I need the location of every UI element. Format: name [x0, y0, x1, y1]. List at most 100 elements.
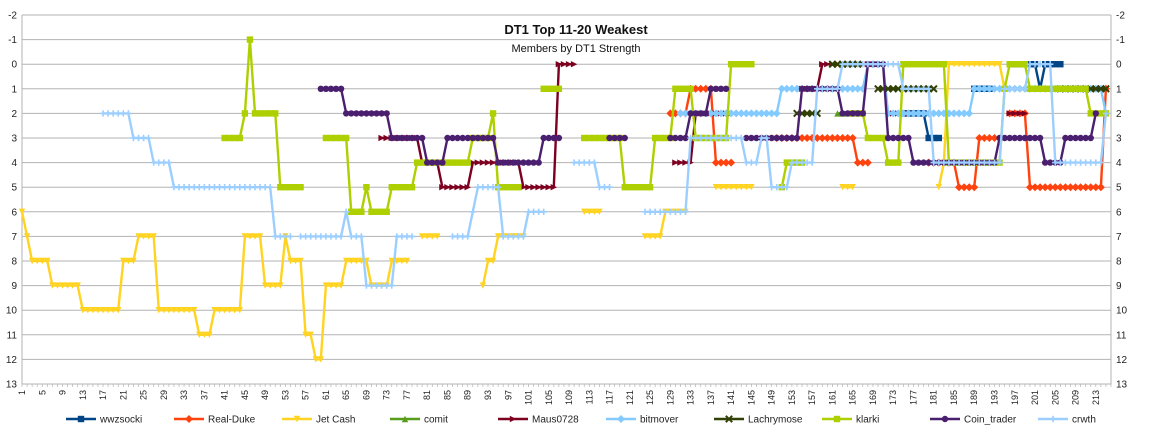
- data-point: [727, 158, 736, 167]
- data-point: [975, 134, 984, 142]
- data-point: [601, 134, 608, 142]
- data-point: [955, 61, 963, 68]
- legend-item: Maus0728: [498, 415, 579, 426]
- x-tick-label: 37: [199, 390, 209, 400]
- data-point: [429, 159, 436, 166]
- data-point: [1021, 61, 1029, 68]
- data-point: [510, 159, 517, 166]
- data-point: [302, 331, 309, 338]
- legend-label: Real-Duke: [208, 415, 256, 426]
- data-point: [201, 331, 208, 338]
- y-tick-label-left: 6: [11, 207, 17, 218]
- data-point: [297, 184, 304, 191]
- data-point: [327, 134, 335, 142]
- series-coin-trader: [317, 60, 1100, 166]
- data-point: [363, 184, 370, 191]
- data-point: [33, 257, 41, 265]
- data-point: [792, 84, 801, 93]
- data-point: [955, 183, 964, 192]
- data-point: [383, 208, 390, 215]
- data-point: [393, 184, 401, 191]
- data-point: [996, 61, 1003, 68]
- data-point: [540, 85, 547, 92]
- data-point: [848, 134, 857, 142]
- data-point: [540, 184, 547, 191]
- data-point: [712, 85, 720, 93]
- data-point: [991, 61, 998, 68]
- data-point: [818, 134, 827, 142]
- y-tick-label-left: 10: [6, 306, 18, 317]
- data-point: [272, 110, 279, 117]
- data-point: [677, 159, 684, 166]
- x-tick-label: 49: [260, 390, 270, 400]
- data-point: [535, 184, 542, 191]
- data-point: [23, 233, 31, 240]
- data-point: [540, 134, 547, 142]
- data-point: [115, 307, 122, 314]
- series-crwth: [99, 61, 1110, 289]
- data-point: [555, 85, 563, 92]
- data-point: [955, 109, 964, 118]
- chart-title: DT1 Top 11-20 Weakest: [504, 22, 648, 37]
- data-point: [777, 84, 786, 93]
- data-point: [1031, 134, 1039, 142]
- legend-label: comit: [424, 415, 448, 426]
- data-point: [697, 110, 704, 117]
- data-point: [272, 282, 279, 289]
- data-point: [332, 282, 340, 289]
- data-point: [662, 134, 669, 142]
- data-point: [469, 208, 476, 215]
- y-tick-label-right: -2: [1116, 11, 1125, 22]
- data-point: [1001, 134, 1008, 142]
- data-point: [732, 109, 741, 118]
- data-point: [788, 134, 796, 142]
- data-point: [449, 184, 456, 191]
- data-point: [510, 184, 517, 191]
- y-tick-label-left: -2: [8, 11, 17, 22]
- data-point: [1036, 85, 1044, 92]
- data-point: [672, 159, 679, 166]
- data-point: [843, 84, 852, 93]
- data-point: [1066, 183, 1075, 192]
- x-tick-label: 109: [564, 390, 574, 405]
- data-point: [246, 36, 254, 43]
- data-point: [682, 208, 689, 215]
- data-point: [474, 134, 482, 142]
- y-tick-label-left: 13: [6, 380, 18, 391]
- data-point: [287, 257, 294, 265]
- x-tick-label: 53: [280, 390, 290, 400]
- data-point: [408, 233, 416, 240]
- data-point: [803, 134, 812, 142]
- data-point: [787, 84, 796, 93]
- data-point: [373, 110, 380, 117]
- data-point: [39, 257, 46, 265]
- x-tick-label: 177: [908, 390, 918, 405]
- data-point: [834, 85, 841, 92]
- data-point: [1049, 415, 1057, 423]
- data-point: [206, 331, 213, 338]
- data-point: [570, 61, 578, 68]
- data-point: [737, 109, 746, 118]
- x-tick-label: 141: [726, 390, 736, 405]
- y-tick-label-left: 7: [11, 232, 17, 243]
- data-point: [717, 85, 725, 93]
- data-point: [581, 208, 588, 215]
- data-point: [348, 208, 355, 215]
- data-point: [1072, 134, 1079, 142]
- y-tick-label-left: 5: [11, 183, 17, 194]
- data-point: [617, 415, 625, 423]
- data-point: [863, 158, 872, 167]
- data-point: [515, 159, 522, 166]
- data-point: [515, 184, 522, 191]
- data-point: [930, 134, 937, 142]
- x-tick-label: 17: [98, 390, 108, 400]
- data-point: [246, 233, 254, 240]
- data-point: [337, 85, 345, 93]
- data-point: [657, 233, 664, 240]
- data-point: [479, 159, 487, 166]
- data-point: [844, 184, 851, 191]
- data-point: [738, 61, 745, 68]
- x-tick-label: 125: [645, 390, 655, 405]
- data-point: [1051, 183, 1060, 192]
- data-point: [327, 85, 335, 93]
